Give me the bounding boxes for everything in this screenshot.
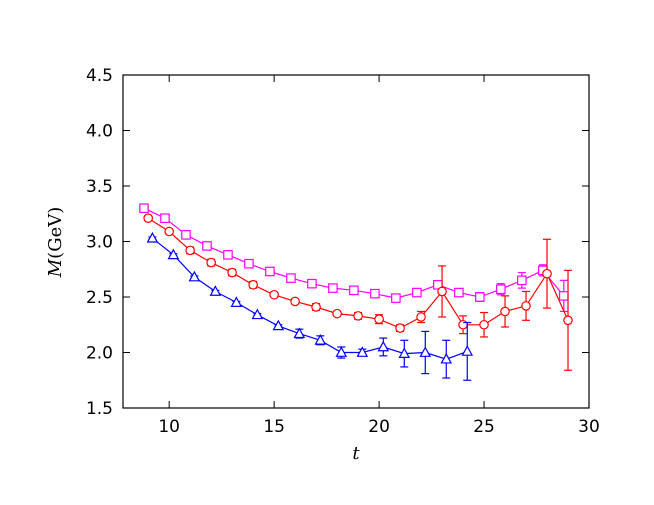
data-point-square [244,258,254,269]
series-layer [139,203,573,381]
data-point-square [391,293,401,303]
y-tick-label: 4.5 [86,66,113,86]
data-point-triangle [440,352,453,364]
data-point-circle [290,296,300,307]
data-point-square [160,213,170,223]
data-point-triangle [167,248,180,260]
data-point-square [286,273,296,283]
x-tick-label: 15 [263,417,285,437]
data-point-circle [143,213,153,223]
series-line [152,237,468,360]
data-point-triangle [146,231,159,243]
data-point-triangle [335,346,348,357]
data-point-square [139,203,149,213]
data-point-square [454,287,464,298]
y-tick-label: 3.0 [86,233,113,253]
plot-frame [122,74,590,409]
data-point-triangle [230,296,243,307]
data-point-square [370,288,380,299]
y-tick-label: 2.5 [86,288,113,308]
data-point-circle [458,319,468,330]
data-point-square [559,291,569,301]
x-axis-label: t [352,443,360,464]
data-point-triangle [314,334,327,345]
y-tick-label: 4.0 [86,122,113,142]
y-tick-label: 3.5 [86,177,113,197]
data-point-square [223,250,233,260]
data-point-square [412,287,422,298]
data-point-circle [227,267,237,278]
data-point-triangle [188,270,201,282]
data-point-triangle [398,347,411,359]
x-tick-label: 20 [368,417,390,437]
data-point-triangle [461,345,474,356]
data-point-circle [479,319,489,330]
x-tick-label: 30 [578,417,600,437]
data-point-circle [164,226,174,237]
data-point-square [265,266,275,277]
data-point-circle [269,289,279,300]
data-point-triangle [209,285,222,296]
y-tick-label: 1.5 [86,399,113,419]
data-point-triangle [377,340,390,352]
y-axis-label: M(GeV) [45,207,66,279]
data-point-circle [353,311,363,321]
data-point-square [496,284,506,295]
data-point-square [475,292,485,302]
data-point-square [181,230,191,240]
data-point-circle [542,268,552,279]
data-point-circle [416,312,426,322]
data-point-circle [521,301,531,311]
data-point-square [349,285,359,296]
data-point-triangle [293,327,306,339]
data-point-square [202,241,212,251]
data-point-square [307,278,317,289]
data-point-triangle [251,308,264,320]
data-point-circle [311,302,321,312]
series-triangle [146,231,474,381]
y-axis-label-symbol: M [45,258,66,278]
series-circle [143,213,573,371]
y-tick-label: 2.0 [86,344,113,364]
x-tick-label: 10 [158,417,180,437]
data-point-circle [563,315,573,326]
x-tick-label: 25 [473,417,495,437]
data-point-circle [206,257,216,268]
data-point-triangle [356,346,369,357]
data-point-square [517,275,527,286]
data-point-circle [374,314,384,324]
ticks-layer: 10 15 20 25 30 1.5 2.0 2.5 3.0 3.5 4.0 4.5 [86,66,600,437]
data-point-circle [395,323,405,333]
y-axis-label-unit: (GeV) [45,207,66,259]
data-point-circle [185,245,195,256]
series-square [139,203,569,313]
data-point-circle [500,306,510,317]
data-point-circle [332,308,342,319]
data-point-triangle [272,319,285,331]
data-point-circle [437,286,447,297]
data-point-square [328,283,338,293]
data-point-triangle [419,346,432,357]
data-point-circle [248,279,258,290]
